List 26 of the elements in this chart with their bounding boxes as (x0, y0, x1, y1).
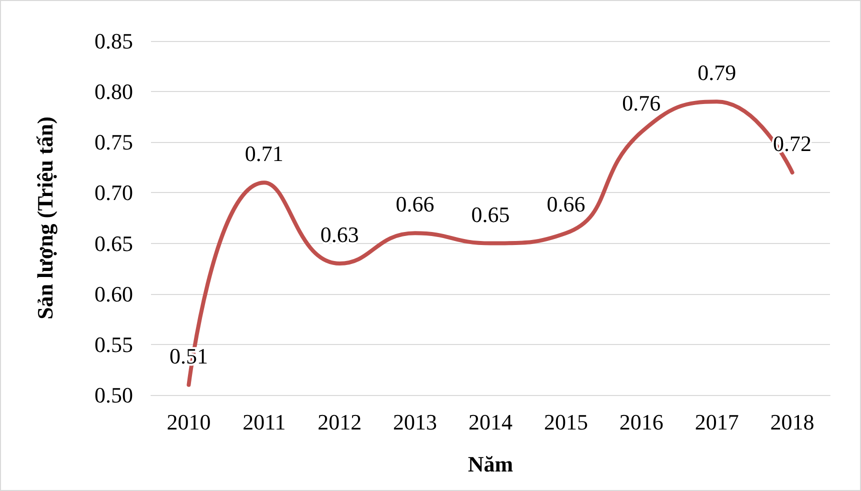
y-axis-title: Sản lượng (Triệu tấn) (32, 116, 58, 320)
x-tick-label: 2013 (393, 410, 438, 434)
data-label: 0.63 (320, 222, 359, 248)
y-tick-label: 0.60 (94, 281, 133, 306)
x-tick-label: 2012 (318, 410, 362, 434)
data-label: 0.79 (698, 60, 736, 86)
y-tick-label: 0.65 (94, 230, 133, 256)
data-label: 0.76 (622, 90, 661, 116)
y-tick-label: 0.85 (94, 28, 133, 54)
data-label: 0.65 (471, 202, 510, 227)
data-label: 0.66 (396, 192, 434, 217)
data-label: 0.71 (244, 141, 284, 166)
x-axis-title: Năm (468, 452, 514, 476)
y-tick-label: 0.75 (94, 130, 133, 155)
y-tick-label: 0.55 (94, 332, 133, 357)
x-tick-label: 2014 (468, 410, 512, 434)
x-tick-label: 2018 (770, 410, 814, 434)
x-tick-label: 2016 (619, 410, 664, 434)
x-tick-label: 2015 (544, 410, 588, 434)
x-tick-label: 2010 (166, 410, 211, 434)
x-tick-label: 2011 (242, 410, 286, 434)
y-tick-label: 0.70 (94, 180, 133, 206)
y-tick-label: 0.50 (94, 382, 133, 408)
y-tick-label: 0.80 (94, 79, 133, 104)
x-tick-label: 2017 (694, 410, 739, 434)
data-label: 0.66 (546, 192, 586, 217)
